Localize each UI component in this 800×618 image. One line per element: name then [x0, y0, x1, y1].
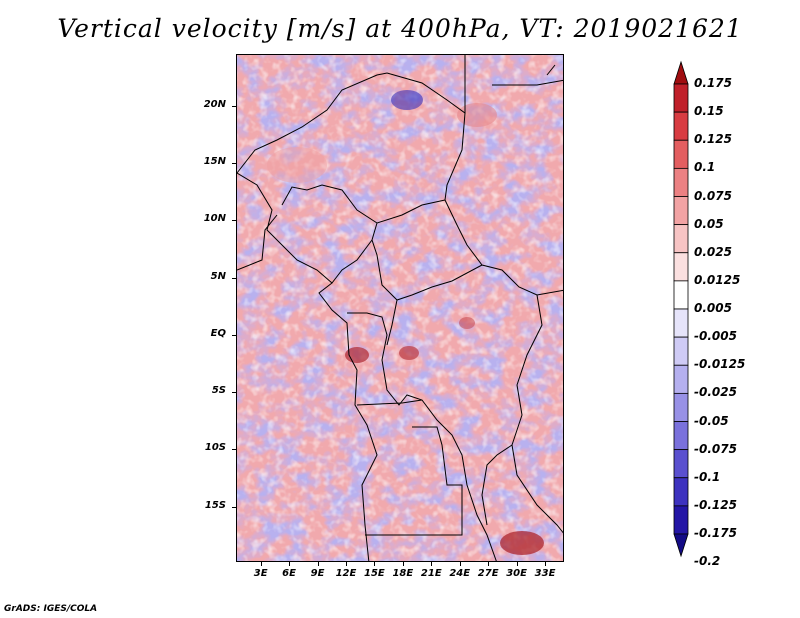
lon-label: 3E: [253, 568, 268, 579]
lon-tick: [289, 562, 291, 566]
colorbar-swatch: [673, 224, 689, 254]
colorbar-swatch: [673, 421, 689, 451]
colorbar-swatch: [673, 533, 689, 558]
colorbar-label: -0.175: [694, 526, 737, 540]
colorbar-label: -0.075: [694, 441, 737, 456]
lon-label: 33E: [534, 568, 556, 579]
lon-label: 12E: [335, 568, 357, 579]
colorbar-label: 0.005: [694, 301, 732, 315]
lon-label: 18E: [392, 568, 414, 579]
lat-tick: [232, 163, 236, 165]
lat-label: 10N: [203, 213, 226, 225]
lon-tick: [402, 562, 404, 566]
lon-label: 30E: [506, 568, 527, 579]
lon-tick: [260, 562, 262, 566]
colorbar-swatch: [673, 505, 689, 535]
lat-label: 20N: [203, 99, 226, 111]
colorbar-swatch: [673, 280, 689, 310]
colorbar-label: 0.125: [694, 132, 732, 147]
colorbar-swatch: [673, 336, 689, 366]
lat-tick: [232, 277, 236, 279]
lon-tick: [488, 562, 490, 566]
colorbar-swatch: [673, 60, 689, 85]
lon-label: 21E: [420, 568, 442, 579]
grads-credit: GrADS: IGES/COLA: [4, 604, 98, 614]
lon-label: 27E: [477, 568, 499, 579]
lon-tick: [516, 562, 518, 566]
lon-tick: [374, 562, 376, 566]
map-panel: [236, 54, 564, 562]
colorbar-label: -0.0125: [694, 357, 746, 372]
colorbar-swatch: [673, 364, 689, 394]
lat-tick: [232, 392, 236, 394]
lat-tick: [232, 220, 236, 222]
lon-tick: [545, 562, 547, 566]
lat-tick: [232, 449, 236, 451]
colorbar-swatch: [673, 167, 689, 197]
lon-tick: [431, 562, 433, 566]
colorbar-label: -0.05: [694, 413, 729, 428]
lon-label: 6E: [282, 568, 296, 579]
lat-label: 5S: [211, 385, 226, 397]
colorbar-label: 0.075: [694, 188, 732, 203]
colorbar-swatch: [673, 392, 689, 422]
colorbar-swatch: [673, 139, 689, 169]
lon-tick: [459, 562, 461, 566]
lat-label: 15S: [204, 499, 226, 511]
lon-label: 24E: [449, 568, 471, 579]
colorbar-swatch: [673, 196, 689, 226]
colorbar-label: -0.005: [694, 329, 737, 344]
colorbar-swatch: [673, 252, 689, 282]
lat-label: 15N: [203, 156, 226, 168]
colorbar-label: -0.1: [694, 469, 721, 484]
colorbar-swatch: [673, 477, 689, 507]
lat-tick: [232, 334, 236, 336]
colorbar-swatch: [673, 83, 689, 113]
colorbar-label: 0.175: [694, 76, 732, 90]
lon-label: 15E: [364, 568, 385, 579]
colorbar-label: 0.025: [694, 244, 732, 259]
lat-label: 5N: [210, 270, 226, 282]
lon-label: 9E: [310, 568, 325, 579]
lon-tick: [345, 562, 347, 566]
lat-tick: [232, 506, 236, 508]
colorbar-label: -0.125: [694, 497, 737, 512]
colorbar-label: 0.05: [694, 216, 724, 231]
lat-label: EQ: [210, 327, 226, 339]
colorbar-label: 0.0125: [694, 272, 741, 287]
colorbar-swatch: [673, 449, 689, 479]
lon-tick: [317, 562, 319, 566]
colorbar-label: 0.15: [694, 104, 724, 119]
colorbar-swatch: [673, 308, 689, 338]
lat-label: 10S: [204, 442, 226, 454]
chart-title: Vertical velocity [m/s] at 400hPa, VT: 2…: [57, 14, 743, 43]
colorbar-label: 0.1: [694, 160, 716, 175]
colorbar-label: -0.2: [694, 554, 721, 569]
lat-tick: [232, 106, 236, 108]
colorbar-swatch: [673, 111, 689, 141]
vertical-velocity-field: [237, 55, 563, 561]
colorbar-label: -0.025: [694, 385, 737, 400]
